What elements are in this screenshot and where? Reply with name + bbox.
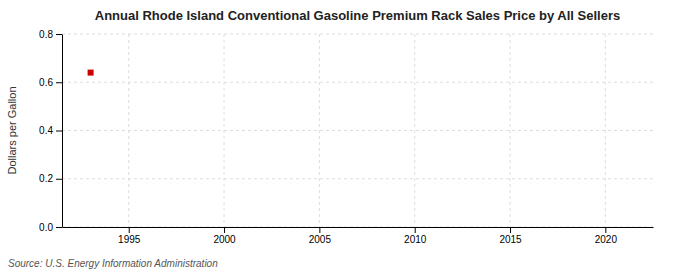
grid-line — [62, 178, 653, 179]
point — [88, 70, 94, 76]
x-tick-label: 1995 — [118, 234, 141, 245]
y-axis-line — [62, 35, 63, 228]
y-tick-label: 0.4 — [39, 125, 53, 136]
y-tick-mark — [56, 34, 62, 35]
points — [88, 70, 94, 76]
x-tick: 2020 — [595, 227, 618, 245]
x-tick-label: 2020 — [595, 234, 618, 245]
y-tick-mark — [56, 82, 62, 83]
y-tick: 0.0 — [39, 222, 62, 233]
x-axis-line — [63, 227, 654, 228]
x-tick: 2000 — [213, 227, 236, 245]
grid-line — [319, 34, 320, 227]
grid-line — [62, 82, 653, 83]
y-tick-label: 0.0 — [39, 222, 53, 233]
x-tick: 2010 — [404, 227, 427, 245]
x-tick: 2015 — [499, 227, 522, 245]
grid-line — [510, 34, 511, 227]
y-tick-label: 0.2 — [39, 173, 53, 184]
plot: 1995 2000 2005 2010 2015 2020 0.0 0.2 0.4 0.6 0.8 — [39, 29, 653, 245]
y-axis-title: Dollars per Gallon — [6, 86, 18, 174]
y-tick-label: 0.6 — [39, 77, 53, 88]
y-tick-label: 0.8 — [39, 29, 53, 40]
x-axis: 1995 2000 2005 2010 2015 2020 — [63, 227, 654, 245]
grid — [62, 34, 653, 227]
y-tick-mark — [56, 179, 62, 180]
chart: 1995 2000 2005 2010 2015 2020 0.0 0.2 0.4 0.6 0.8 A… — [0, 0, 675, 275]
y-tick: 0.6 — [39, 77, 62, 88]
x-tick-label: 2005 — [309, 234, 332, 245]
source-note: Source: U.S. Energy Information Administ… — [8, 258, 218, 269]
x-tick-mark — [224, 227, 225, 233]
y-axis: 0.0 0.2 0.4 0.6 0.8 — [39, 29, 62, 233]
y-tick: 0.8 — [39, 29, 62, 40]
title: Annual Rhode Island Conventional Gasolin… — [95, 8, 620, 23]
grid-line — [62, 227, 653, 228]
y-tick-mark — [56, 131, 62, 132]
x-tick-mark — [129, 227, 130, 233]
y-tick: 0.4 — [39, 125, 62, 136]
x-tick: 1995 — [118, 227, 141, 245]
x-tick-label: 2010 — [404, 234, 427, 245]
x-tick: 2005 — [309, 227, 332, 245]
grid-line — [414, 34, 415, 227]
y-tick-mark — [56, 227, 62, 228]
grid-line — [62, 130, 653, 131]
x-tick-label: 2015 — [499, 234, 522, 245]
x-tick-mark — [510, 227, 511, 233]
grid-line — [62, 34, 653, 35]
x-tick-mark — [319, 227, 320, 233]
x-tick-label: 2000 — [213, 234, 236, 245]
x-tick-mark — [415, 227, 416, 233]
y-tick: 0.2 — [39, 173, 62, 184]
x-tick-mark — [605, 227, 606, 233]
